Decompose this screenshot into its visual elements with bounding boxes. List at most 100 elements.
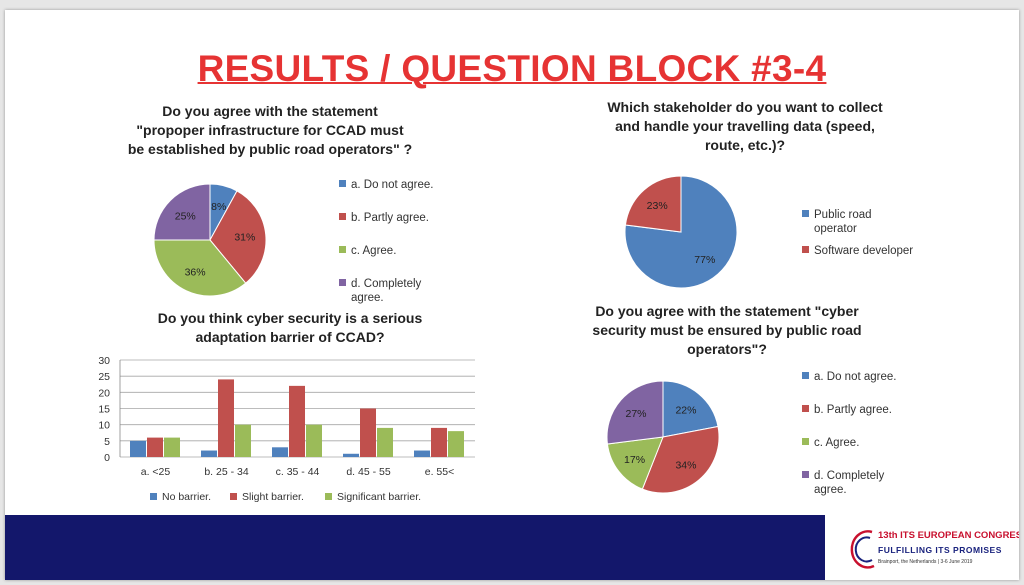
- legend-label: No barrier.: [162, 491, 211, 503]
- legend-item: Software developer: [802, 244, 913, 258]
- legend-label: b. Partly agree.: [351, 212, 429, 224]
- legend-label: b. Partly agree.: [814, 404, 892, 416]
- question-line: be established by public road operators"…: [127, 141, 413, 157]
- bar: [414, 450, 430, 457]
- legend-label: c. Agree.: [351, 245, 397, 257]
- legend-label-continued: agree.: [351, 292, 384, 304]
- pie-slice: [209, 190, 267, 284]
- legend-label: Slight barrier.: [242, 491, 304, 503]
- legend-item: Public road: [802, 208, 872, 222]
- pie-slice-label: 36%: [185, 267, 206, 279]
- legend-label: Significant barrier.: [337, 491, 421, 503]
- question-line: Do you think cyber security is a serious: [157, 310, 423, 326]
- question-line: route, etc.)?: [704, 137, 786, 153]
- legend-item: d. Completely: [339, 277, 421, 291]
- legend-swatch: [339, 279, 346, 286]
- bar: [235, 424, 251, 457]
- legend-swatch: [802, 246, 809, 253]
- bar: [343, 453, 359, 457]
- x-tick-label: b. 25 - 34: [204, 466, 249, 478]
- question-2-text: Which stakeholder do you want to collect…: [580, 98, 910, 155]
- legend-stakeholder: Public road operator Software developer: [802, 200, 942, 260]
- bar: [218, 379, 234, 457]
- y-tick-label: 0: [104, 452, 110, 464]
- pie-slice: [624, 175, 682, 233]
- pie-slice: [606, 380, 664, 445]
- question-line: Which stakeholder do you want to collect: [607, 99, 883, 115]
- legend-swatch: [325, 493, 332, 500]
- bar: [431, 427, 447, 457]
- bar: [377, 427, 393, 457]
- legend-label-continued: agree.: [814, 484, 847, 496]
- pie-slice-label: 34%: [675, 460, 696, 472]
- legend-swatch: [802, 471, 809, 478]
- x-tick-label: e. 55<: [425, 466, 455, 478]
- legend-swatch: [802, 438, 809, 445]
- logo-line-3: Brainport, the Netherlands | 3-6 June 20…: [878, 559, 973, 565]
- legend-label: Public road: [814, 209, 872, 221]
- legend-swatch: [150, 493, 157, 500]
- legend-swatch: [339, 246, 346, 253]
- question-line: "propoper infrastructure for CCAD must: [136, 122, 404, 138]
- pie-slice-label: 31%: [234, 232, 255, 244]
- legend-item: d. Completely: [802, 469, 884, 483]
- pie-slice: [153, 183, 211, 241]
- congress-logo: 13th ITS EUROPEAN CONGRESS FULFILLING IT…: [850, 520, 1019, 576]
- bar: [448, 431, 464, 457]
- legend-item: a. Do not agree.: [802, 370, 896, 384]
- bar: [130, 440, 146, 457]
- slide-title: RESULTS / QUESTION BLOCK #3-4: [197, 48, 827, 89]
- pie-slice-label: 23%: [647, 200, 668, 212]
- legend-item: b. Partly agree.: [339, 211, 429, 225]
- logo-swoosh-icon: [850, 530, 875, 569]
- legend-cyber-ensured: a. Do not agree. b. Partly agree. c. Agree…: [802, 362, 932, 502]
- question-4-text: Do you agree with the statement "cyber se…: [567, 302, 887, 359]
- question-line: Do you agree with the statement: [162, 103, 378, 119]
- legend-item: c. Agree.: [802, 436, 859, 450]
- legend-swatch: [339, 213, 346, 220]
- bar: [201, 450, 217, 457]
- legend-label: a. Do not agree.: [351, 179, 434, 191]
- legend-label: d. Completely: [814, 470, 885, 482]
- pie-slice: [624, 175, 738, 289]
- question-line: Do you agree with the statement "cyber: [595, 303, 859, 319]
- pie-slice-label: 8%: [211, 201, 226, 213]
- question-1-text: Do you agree with the statement "propoper…: [120, 102, 420, 159]
- bar-chart-cyber-barrier: 0 5 10 15 20 25 30 a. <25 b. 25 - 34 c. 35 - 44 d.…: [98, 355, 475, 503]
- y-tick-label: 30: [98, 355, 110, 367]
- legend-swatch: [339, 180, 346, 187]
- pie-slice-label: 17%: [624, 454, 645, 466]
- pie-slice: [606, 436, 664, 490]
- legend-label: d. Completely: [351, 278, 422, 290]
- legend-label: c. Agree.: [814, 437, 860, 449]
- pie-chart-cyber-ensured: 22% 34% 17% 27%: [606, 380, 720, 494]
- question-3-text: Do you think cyber security is a serious…: [140, 309, 440, 347]
- legend-label: a. Do not agree.: [814, 371, 897, 383]
- slide: RESULTS / QUESTION BLOCK #3-4 Do you agr…: [5, 10, 1019, 580]
- x-tick-label: c. 35 - 44: [276, 466, 320, 478]
- bar: [272, 447, 288, 457]
- pie-slice-label: 77%: [694, 254, 715, 266]
- x-tick-label: d. 45 - 55: [346, 466, 391, 478]
- y-tick-label: 25: [98, 371, 110, 383]
- y-tick-label: 5: [104, 436, 110, 448]
- question-line: adaptation barrier of CCAD?: [195, 329, 385, 345]
- legend-swatch: [802, 372, 809, 379]
- question-line: and handle your travelling data (speed,: [615, 118, 875, 134]
- legend-label: Software developer: [814, 245, 914, 257]
- pie-slice-label: 25%: [175, 210, 196, 222]
- pie-chart-infrastructure: 8% 31% 36% 25%: [153, 183, 267, 297]
- pie-slice-label: 22%: [675, 404, 696, 416]
- logo-line-1: 13th ITS EUROPEAN CONGRESS: [878, 530, 1019, 541]
- legend-infrastructure: a. Do not agree. b. Partly agree. c. Agree…: [339, 170, 469, 310]
- y-tick-label: 20: [98, 387, 110, 399]
- bar: [164, 437, 180, 457]
- y-tick-label: 10: [98, 420, 110, 432]
- pie-chart-stakeholder: 77% 23%: [624, 175, 738, 289]
- pie-slice: [153, 239, 247, 297]
- legend-swatch: [802, 405, 809, 412]
- pie-slice: [662, 380, 719, 438]
- bar: [306, 424, 322, 457]
- pie-slice-label: 27%: [625, 408, 646, 420]
- legend-item: b. Partly agree.: [802, 403, 892, 417]
